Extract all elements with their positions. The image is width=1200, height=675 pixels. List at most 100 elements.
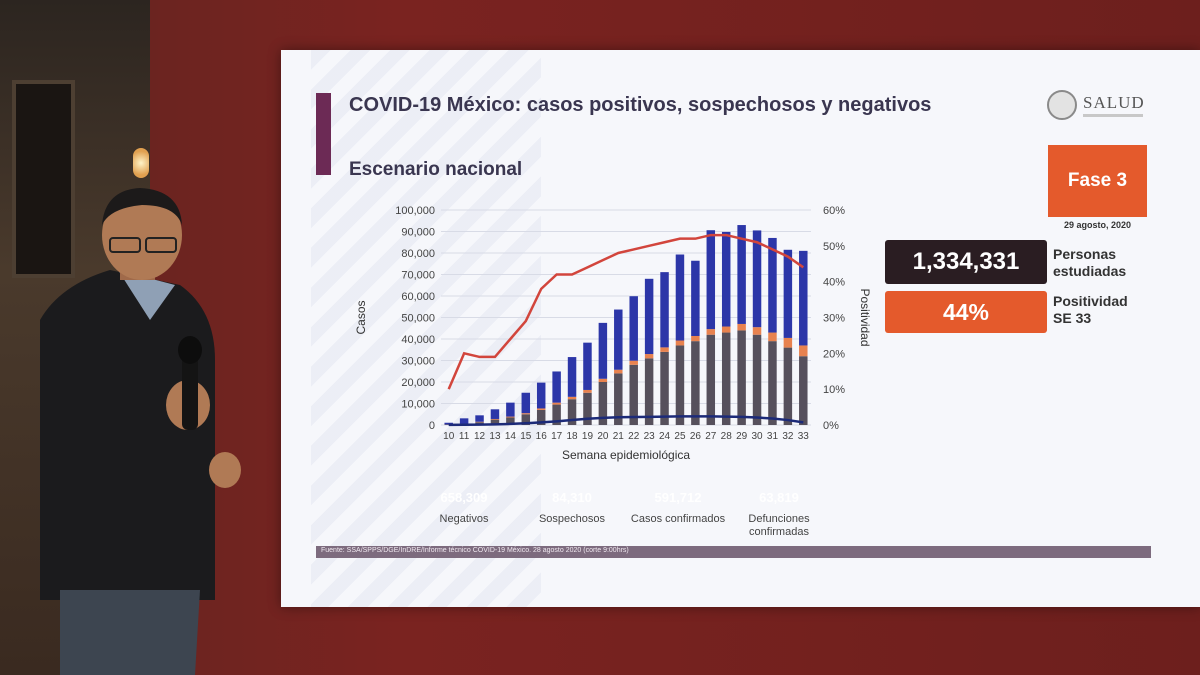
y2-tick-label: 20%	[823, 348, 845, 360]
logo-tagline	[1083, 114, 1143, 117]
studied-label-line-2: estudiadas	[1053, 263, 1127, 279]
bar-segment	[675, 340, 685, 346]
bar-segment	[475, 415, 484, 422]
bar-segment	[660, 347, 669, 352]
x-tick-label: 21	[613, 431, 625, 442]
x-tick-label: 18	[566, 431, 578, 442]
x-tick-label: 13	[489, 431, 501, 442]
bar-segment	[552, 371, 561, 403]
studied-label: Personas estudiadas	[1053, 246, 1126, 280]
bar-segment	[799, 356, 808, 425]
slide-title: COVID-19 México: casos positivos, sospec…	[349, 94, 932, 116]
x-axis-label: Semana epidemiológica	[562, 448, 690, 462]
x-tick-label: 31	[767, 431, 779, 442]
bar-segment	[536, 408, 546, 410]
x-tick-label: 32	[782, 431, 794, 442]
y-tick-label: 0	[429, 420, 435, 432]
phase-badge: Fase 3	[1048, 145, 1147, 217]
bar-segment	[614, 369, 623, 374]
y2-tick-label: 10%	[823, 384, 845, 396]
x-tick-label: 17	[551, 431, 563, 442]
positivity-value: 44%	[885, 291, 1047, 333]
bar-segment	[737, 225, 746, 324]
bar-segment	[506, 402, 515, 417]
studied-label-line-1: Personas	[1053, 246, 1117, 262]
x-tick-label: 11	[459, 431, 470, 442]
bar-segment	[598, 378, 608, 382]
projection-screen: COVID-19 México: casos positivos, sospec…	[281, 50, 1200, 607]
bar-segment	[536, 409, 546, 425]
y-tick-label: 90,000	[401, 227, 435, 239]
studied-value: 1,334,331	[885, 240, 1047, 284]
positivity-label-line-2: SE 33	[1053, 310, 1092, 326]
bar-segment	[552, 404, 561, 425]
bar-segment	[629, 364, 638, 425]
x-tick-label: 20	[597, 431, 609, 442]
x-tick-label: 26	[690, 431, 702, 442]
logo-text: SALUD	[1083, 93, 1145, 112]
bar-segment	[598, 322, 608, 379]
y-tick-label: 100,000	[395, 205, 435, 217]
bar-segment	[567, 399, 577, 425]
x-tick-label: 16	[536, 431, 548, 442]
bar-segment	[768, 341, 777, 425]
badge-defunciones: 63,819	[736, 487, 822, 507]
bar-segment	[506, 417, 515, 425]
bar-segment	[768, 332, 777, 342]
x-tick-label: 28	[721, 431, 733, 442]
window	[12, 80, 75, 278]
phase-date: 29 agosto, 2020	[1063, 220, 1132, 230]
badge-confirmados: 591,712	[635, 487, 721, 507]
wall-lamp	[133, 148, 149, 178]
bar-segment	[490, 409, 500, 419]
bar-segment	[721, 231, 731, 327]
badge-label: Casos confirmados	[630, 513, 726, 525]
y2-tick-label: 60%	[823, 205, 845, 217]
badge-value: 591,712	[654, 489, 702, 505]
bar-segment	[675, 254, 685, 341]
y-tick-label: 80,000	[401, 248, 435, 260]
bar-segment	[536, 382, 546, 409]
badge-sospechosos: 84,310	[529, 487, 615, 507]
x-tick-label: 22	[628, 431, 640, 442]
y2-tick-label: 50%	[823, 241, 845, 253]
bar-segment	[660, 272, 669, 348]
footer-bar	[316, 546, 1151, 558]
line-positividad	[447, 233, 805, 390]
line-defunciones	[448, 415, 804, 427]
bar-segment	[660, 351, 669, 425]
bar-segment	[783, 337, 793, 348]
decorative-pattern	[311, 50, 541, 607]
bar-segment	[721, 332, 731, 425]
bar-segment	[691, 335, 700, 342]
y-tick-label: 40,000	[401, 334, 435, 346]
seal-icon	[1047, 90, 1077, 120]
bar-segment	[799, 345, 808, 357]
bar-segment	[706, 230, 716, 330]
bar-segment	[783, 249, 793, 338]
x-tick-label: 29	[736, 431, 748, 442]
x-tick-label: 10	[443, 431, 455, 442]
badge-label: Defunciones confirmadas	[748, 513, 810, 538]
y-tick-label: 10,000	[401, 399, 435, 411]
x-tick-label: 23	[644, 431, 656, 442]
x-tick-label: 15	[520, 431, 532, 442]
bar-segment	[629, 360, 638, 365]
bar-segment	[644, 354, 654, 359]
x-tick-label: 12	[474, 431, 486, 442]
source-note: Fuente: SSA/SPPS/DGE/InDRE/Informe técni…	[321, 547, 629, 554]
badge-negativos: 658,309	[421, 487, 507, 507]
bar-segment	[691, 260, 700, 336]
cases-chart: 0 10,000 20,000 30,000 40,000 50,000 60,000 70,…	[354, 205, 871, 462]
title-accent-bar	[316, 93, 331, 175]
y-tick-label: 30,000	[401, 356, 435, 368]
bar-segment	[583, 342, 592, 390]
x-tick-label: 24	[659, 431, 671, 442]
bar-segment	[706, 329, 716, 335]
positivity-label-line-1: Positividad	[1053, 293, 1128, 309]
bar-segment	[768, 237, 777, 333]
bar-segment	[675, 345, 685, 425]
bar-segment	[614, 373, 623, 425]
bar-segment	[644, 358, 654, 425]
bar-segment	[614, 309, 623, 370]
